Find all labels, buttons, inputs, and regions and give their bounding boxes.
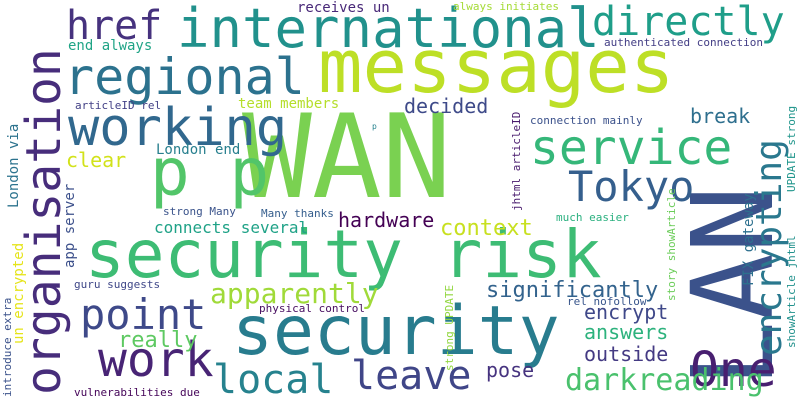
word-pose: pose bbox=[486, 358, 535, 382]
word-articleid-rel: articleID rel bbox=[75, 99, 162, 112]
word-work: work bbox=[98, 332, 214, 388]
word-p-p: p p bbox=[150, 134, 270, 211]
word-darkreading: darkreading bbox=[565, 363, 764, 398]
word-connects-several: connects several bbox=[154, 218, 309, 237]
word-receives-un: receives un bbox=[297, 0, 390, 16]
word-physical-control: physical control bbox=[259, 302, 365, 315]
word-outside: outside bbox=[584, 342, 669, 366]
word-directly: directly bbox=[592, 0, 785, 45]
word-vulnerabilities-due: vulnerabilities due bbox=[74, 386, 200, 399]
word-much-easier: much easier bbox=[556, 211, 629, 224]
word-leave: leave bbox=[351, 353, 472, 399]
word-answers: answers bbox=[584, 320, 669, 344]
word-authenticated-connection: authenticated connection bbox=[604, 36, 763, 49]
word-one: One bbox=[690, 342, 777, 398]
word-introduce-extra: introduce extra bbox=[1, 297, 14, 397]
word-guru-suggests: guru suggests bbox=[74, 278, 161, 291]
word-hardware: hardware bbox=[338, 208, 435, 232]
word-encrypting: encrypting bbox=[749, 139, 790, 356]
word-many-thanks: Many thanks bbox=[261, 207, 334, 220]
word-messages: messages bbox=[318, 24, 675, 110]
word-encrypt: encrypt bbox=[584, 300, 669, 324]
word-working: working bbox=[68, 98, 288, 158]
word-story-showarticle: story showArticle bbox=[665, 188, 678, 301]
word-end-always: end always bbox=[68, 38, 153, 54]
word-break: break bbox=[690, 104, 751, 128]
word-un-encrypted: un encrypted bbox=[11, 242, 27, 344]
word-strong-update: strong UPDATE bbox=[443, 284, 456, 371]
word-context: context bbox=[440, 216, 533, 241]
word-tokyo: Tokyo bbox=[568, 162, 695, 211]
word-app-server: app server bbox=[62, 183, 78, 268]
word-href: href bbox=[66, 3, 163, 49]
word-showarticle-jhtml: showArticle jhtml bbox=[785, 235, 798, 348]
word-always-initiates: always initiates bbox=[453, 0, 559, 13]
word-organisation: organisation bbox=[16, 48, 72, 395]
word-security: security bbox=[232, 292, 560, 371]
word-fix-gateway: FIX gateway bbox=[741, 193, 757, 286]
word-connection-mainly: connection mainly bbox=[530, 114, 643, 127]
word-really: really bbox=[118, 328, 198, 353]
word-london-end: London end bbox=[156, 142, 241, 158]
word-clear: clear bbox=[66, 148, 127, 172]
word-significantly: significantly bbox=[486, 278, 659, 303]
word-decided: decided bbox=[404, 94, 489, 118]
word-strong-many: strong Many bbox=[163, 205, 236, 218]
word-p: p bbox=[372, 122, 377, 131]
word-point: point bbox=[80, 290, 207, 339]
word-jhtml-articleid: jhtml articleID bbox=[510, 111, 523, 211]
word-regional: regional bbox=[64, 48, 305, 106]
word-service: service bbox=[530, 120, 733, 176]
word-local: local bbox=[213, 357, 334, 400]
word-team-members: team members bbox=[238, 96, 340, 112]
word-update-strong: UPDATE strong bbox=[785, 105, 798, 192]
word-london-via: London via bbox=[6, 123, 22, 208]
word-wan: WAN bbox=[242, 90, 452, 225]
word-international: international bbox=[177, 0, 600, 60]
word-rel-nofollow: rel nofollow bbox=[567, 295, 647, 308]
word-apparently: apparently bbox=[210, 277, 379, 310]
word-security-risk: security risk bbox=[85, 216, 602, 293]
